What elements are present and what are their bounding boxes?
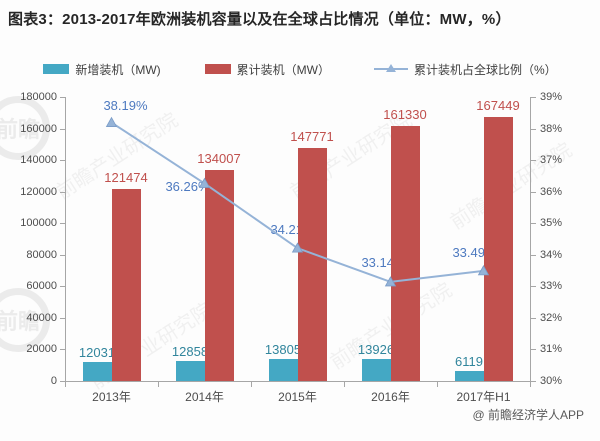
legend-item-new-installed: 新增装机（MW)	[43, 61, 161, 78]
right-axis-tick	[531, 128, 536, 130]
bar-cumulative	[111, 189, 141, 381]
right-axis-tick-label: 36%	[540, 185, 563, 198]
bottom-axis-tick	[65, 382, 66, 387]
left-axis-tick-label: 20000	[26, 343, 57, 356]
right-axis-tick	[531, 254, 536, 256]
right-axis-tick-label: 34%	[540, 248, 563, 261]
cumulative-value-label: 167449	[476, 97, 520, 113]
line-point-marker-icon	[105, 116, 118, 127]
left-axis-line	[65, 97, 66, 381]
left-axis-tick-label: 80000	[26, 248, 57, 261]
category-label: 2015年	[278, 390, 317, 404]
bar-cumulative	[297, 147, 327, 381]
right-axis-tick	[531, 381, 536, 382]
left-axis-tick	[60, 317, 65, 319]
left-axis-tick-label: 0	[50, 375, 57, 387]
cumulative-value-label: 161330	[383, 107, 427, 123]
right-axis-tick	[531, 317, 536, 319]
chart-title: 图表3：2013-2017年欧洲装机容量以及在全球占比情况（单位：MW，%）	[8, 11, 511, 28]
legend-label: 累计装机占全球比例（%）	[413, 62, 557, 77]
bar-cumulative	[483, 116, 513, 381]
bar-cumulative	[204, 169, 234, 381]
bottom-axis-tick	[251, 382, 252, 387]
left-axis-tick-label: 100000	[20, 217, 57, 230]
left-axis-tick-label: 40000	[26, 311, 57, 324]
left-axis-tick-label: 180000	[20, 91, 57, 103]
red-bar-swatch-icon	[204, 64, 231, 74]
category-label: 2016年	[371, 390, 410, 404]
cumulative-value-label: 147771	[290, 128, 334, 144]
watermark-logo: 前瞻	[0, 288, 50, 352]
right-axis-tick	[531, 223, 536, 225]
left-axis-tick-label: 120000	[20, 185, 57, 198]
cumulative-value-label: 134007	[197, 150, 241, 166]
new-installed-value-label: 13926	[357, 342, 395, 358]
right-axis-tick-label: 39%	[540, 91, 563, 103]
left-axis-tick	[60, 191, 65, 193]
left-axis-tick	[60, 128, 65, 130]
right-axis-tick-label: 30%	[540, 375, 563, 387]
source-attribution: @ 前瞻经济学人APP	[472, 408, 584, 422]
right-axis-tick	[531, 191, 536, 193]
teal-bar-swatch-icon	[43, 64, 70, 74]
left-axis-tick	[60, 286, 65, 288]
bar-new-installed	[268, 359, 298, 381]
bar-cumulative	[390, 126, 420, 381]
right-axis-tick-label: 31%	[540, 343, 563, 356]
right-axis-tick-label: 35%	[540, 217, 563, 230]
new-installed-value-label: 12031	[78, 345, 116, 361]
legend: 新增装机（MW) 累计装机（MW） 累计装机占全球比例（%）	[0, 60, 600, 78]
right-axis-line	[530, 97, 531, 381]
bottom-axis-line	[65, 381, 531, 382]
right-axis-tick	[531, 349, 536, 351]
bar-new-installed	[175, 360, 205, 381]
legend-label: 累计装机（MW）	[236, 62, 330, 77]
bar-new-installed	[454, 371, 484, 381]
legend-item-global-share: 累计装机占全球比例（%）	[373, 61, 557, 78]
line-marker-swatch-icon	[373, 64, 408, 74]
left-axis-tick	[60, 381, 65, 382]
right-axis-tick-label: 37%	[540, 154, 563, 167]
left-axis-tick-label: 140000	[20, 154, 57, 167]
global-share-value-label: 38.19%	[103, 97, 148, 113]
bottom-axis-tick	[158, 382, 159, 387]
category-label: 2013年	[92, 390, 131, 404]
left-axis-tick	[60, 97, 65, 98]
left-axis-tick-label: 60000	[26, 280, 57, 293]
left-axis-tick-label: 160000	[20, 122, 57, 135]
right-axis-tick-label: 32%	[540, 311, 563, 324]
left-axis-tick	[60, 160, 65, 162]
new-installed-value-label: 13805	[264, 342, 302, 358]
right-axis-tick-label: 33%	[540, 280, 563, 293]
right-axis-tick	[531, 97, 536, 98]
new-installed-value-label: 6119	[455, 354, 483, 370]
right-axis-tick	[531, 160, 536, 162]
watermark-logo: 前瞻	[0, 96, 50, 160]
bottom-axis-tick	[437, 382, 438, 387]
legend-item-cumulative: 累计装机（MW）	[204, 61, 330, 78]
bottom-axis-tick	[530, 382, 531, 387]
right-axis-tick	[531, 286, 536, 288]
bottom-axis-tick	[344, 382, 345, 387]
category-label: 2017年H1	[456, 390, 511, 404]
left-axis-tick	[60, 223, 65, 225]
bar-new-installed	[361, 359, 391, 381]
legend-label: 新增装机（MW)	[75, 62, 161, 77]
left-axis-tick	[60, 349, 65, 351]
category-label: 2014年	[185, 390, 224, 404]
left-axis-tick	[60, 254, 65, 256]
right-axis-tick-label: 38%	[540, 122, 563, 135]
bar-new-installed	[82, 362, 112, 381]
new-installed-value-label: 12858	[171, 343, 209, 359]
